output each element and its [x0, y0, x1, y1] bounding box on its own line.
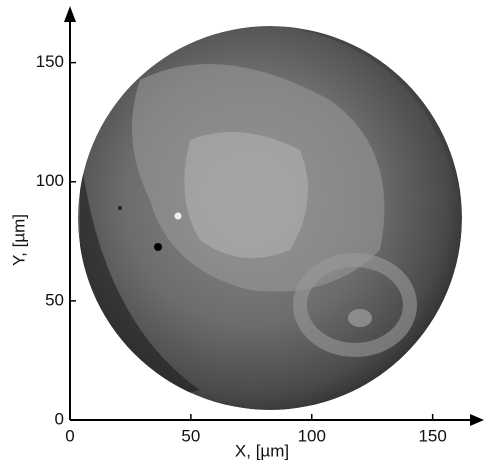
micrograph: [78, 26, 462, 410]
x-tick-label: 150: [418, 426, 446, 445]
x-axis-arrow: [470, 414, 484, 426]
y-tick-label: 100: [36, 171, 64, 190]
x-tick-label: 100: [298, 426, 326, 445]
y-tick-label: 50: [45, 290, 64, 309]
x-tick-label: 50: [181, 426, 200, 445]
y-axis-arrow: [64, 6, 76, 22]
y-axis-label: Y, [µm]: [9, 214, 28, 266]
x-axis-label: X, [µm]: [235, 441, 289, 460]
y-tick-label: 0: [55, 409, 64, 428]
x-tick-label: 0: [65, 426, 74, 445]
y-tick-label: 150: [36, 52, 64, 71]
